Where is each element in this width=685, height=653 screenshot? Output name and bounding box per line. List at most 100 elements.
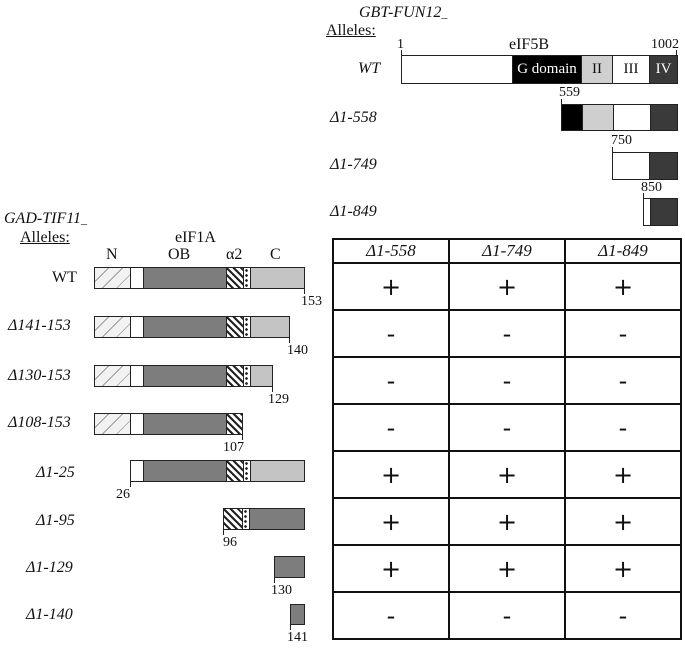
eif1a-start-number-130: 130 <box>271 583 292 598</box>
eif1a-c-segment <box>250 317 289 337</box>
eif1a-ob-segment <box>143 268 226 288</box>
eif1a-a2-segment <box>226 461 243 481</box>
eif1a-c-segment <box>250 366 272 386</box>
eif5b-tick-750 <box>612 147 613 153</box>
eif1a-a2-segment <box>226 414 242 434</box>
eif1a-a2-segment <box>226 366 243 386</box>
eif1a-c-segment <box>291 605 304 624</box>
eif1a-n-segment <box>95 317 130 337</box>
eif1a-dotted-segment <box>243 268 250 288</box>
eif5b-domain-ii-segment <box>582 105 613 130</box>
eif1a-c-segment <box>250 268 304 288</box>
eif5b-gdomain-segment <box>562 105 582 130</box>
eif1a-bar-wt <box>94 267 305 289</box>
table-row: - - - <box>332 356 682 405</box>
eif1a-allele-label-d1-129: Δ1-129 <box>26 559 73 576</box>
eif5b-start-number-750: 750 <box>611 133 632 148</box>
eif1a-allele-label-d1-25: Δ1-25 <box>36 464 75 481</box>
eif1a-domain-a2-label: α2 <box>226 246 243 263</box>
eif1a-bar-d1-25 <box>130 460 305 482</box>
eif5b-protein-name: eIF5B <box>509 36 549 53</box>
eif5b-allele-label-d1-558: Δ1-558 <box>330 109 377 126</box>
eif5b-domain-iv-segment: IV <box>649 56 677 83</box>
eif1a-domain-ob-label: OB <box>168 246 191 263</box>
column-header: Δ1-749 <box>448 238 566 264</box>
eif5b-gdomain-segment: G domain <box>512 56 581 83</box>
table-cell: - <box>448 356 566 405</box>
eif1a-dotted-segment <box>243 461 250 481</box>
eif5b-allele-label-d1-749: Δ1-749 <box>330 156 377 173</box>
table-cell: - <box>332 309 450 358</box>
eif1a-start-number-141: 141 <box>287 630 308 645</box>
eif1a-end-number-129: 129 <box>268 392 289 407</box>
eif5b-construct-label: GBT-FUN12_ <box>359 4 448 21</box>
eif1a-a2-segment <box>226 317 243 337</box>
eif5b-domain-iv-label: IV <box>655 61 672 77</box>
eif1a-n-segment <box>95 268 130 288</box>
interaction-results-table: Δ1-558 Δ1-749 Δ1-849 + + + - - - - - - -… <box>332 238 682 640</box>
eif1a-domain-n-label: N <box>106 246 118 263</box>
eif1a-bar-d1-140 <box>290 604 305 625</box>
table-cell: - <box>564 591 682 640</box>
table-cell: + <box>332 450 450 499</box>
table-header-row: Δ1-558 Δ1-749 Δ1-849 <box>332 238 682 264</box>
eif5b-domain-iii-segment <box>613 105 650 130</box>
eif1a-end-number-140: 140 <box>287 343 308 358</box>
eif1a-allele-label-d1-140: Δ1-140 <box>26 606 73 623</box>
eif5b-domain-iv-segment <box>650 105 677 130</box>
table-row: + + + <box>332 497 682 546</box>
eif5b-domain-iii-label: III <box>623 61 639 77</box>
table-cell: + <box>448 544 566 593</box>
eif5b-end-number: 1002 <box>651 37 679 52</box>
eif1a-ob-segment <box>143 414 226 434</box>
eif1a-domain-c-label: C <box>270 246 281 263</box>
column-header: Δ1-849 <box>564 238 682 264</box>
table-row: + + + <box>332 450 682 499</box>
eif5b-tick-850 <box>643 193 644 199</box>
eif1a-linker-segment <box>130 366 143 386</box>
eif5b-domain-ii-label: II <box>592 61 602 77</box>
table-cell: - <box>564 309 682 358</box>
eif1a-construct-label: GAD-TIF11_ <box>4 210 88 227</box>
eif1a-bar-d1-129 <box>274 556 305 578</box>
eif1a-start-tick-141 <box>290 624 291 630</box>
eif5b-domain-ii-segment: II <box>581 56 612 83</box>
eif5b-start-number: 1 <box>397 37 404 52</box>
table-cell: - <box>564 403 682 452</box>
eif1a-end-number-153: 153 <box>301 294 322 309</box>
eif1a-start-tick-96 <box>223 529 224 535</box>
eif1a-end-tick-153 <box>304 288 305 294</box>
table-row: + + + <box>332 544 682 593</box>
eif5b-domain-iii-segment <box>613 153 649 179</box>
table-cell: + <box>564 544 682 593</box>
column-header: Δ1-558 <box>332 238 450 264</box>
eif5b-domain-iv-segment <box>650 199 677 225</box>
eif1a-linker-segment <box>130 317 143 337</box>
table-cell: - <box>332 356 450 405</box>
eif1a-linker-segment <box>131 461 143 481</box>
eif1a-c-segment <box>250 461 304 481</box>
eif5b-allele-label-d1-849: Δ1-849 <box>330 203 377 220</box>
eif1a-n-segment <box>95 414 130 434</box>
table-cell: + <box>564 497 682 546</box>
eif1a-end-tick-129 <box>272 386 273 392</box>
eif1a-dotted-segment <box>243 317 250 337</box>
table-cell: + <box>332 262 450 311</box>
table-row: - - - <box>332 591 682 640</box>
eif1a-allele-label-wt: WT <box>52 269 77 286</box>
eif1a-ob-segment <box>143 317 226 337</box>
eif5b-bar-wt: G domain II III IV <box>401 55 678 84</box>
eif1a-start-tick-26 <box>130 481 131 487</box>
table-cell: - <box>332 403 450 452</box>
table-cell: + <box>332 544 450 593</box>
eif1a-ob-segment <box>143 461 226 481</box>
eif5b-bar-d1-558 <box>561 104 678 131</box>
table-cell: + <box>564 262 682 311</box>
table-row: + + + <box>332 262 682 311</box>
eif1a-start-number-26: 26 <box>116 487 130 502</box>
eif1a-c-segment <box>275 557 304 577</box>
table-cell: + <box>448 450 566 499</box>
eif5b-gdomain-label: G domain <box>517 61 577 77</box>
eif1a-protein-name: eIF1A <box>175 229 216 246</box>
eif5b-start-number-559: 559 <box>559 85 580 100</box>
